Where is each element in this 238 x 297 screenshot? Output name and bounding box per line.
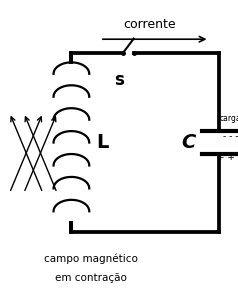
Text: s: s <box>114 71 124 89</box>
Text: carga: carga <box>220 114 238 123</box>
Text: campo magnético: campo magnético <box>44 253 137 264</box>
Text: L: L <box>96 133 109 152</box>
Text: corrente: corrente <box>124 18 176 31</box>
Text: + + +: + + + <box>217 153 238 162</box>
Text: C: C <box>181 133 195 152</box>
Text: - - -: - - - <box>223 132 238 141</box>
Text: em contração: em contração <box>55 273 126 283</box>
